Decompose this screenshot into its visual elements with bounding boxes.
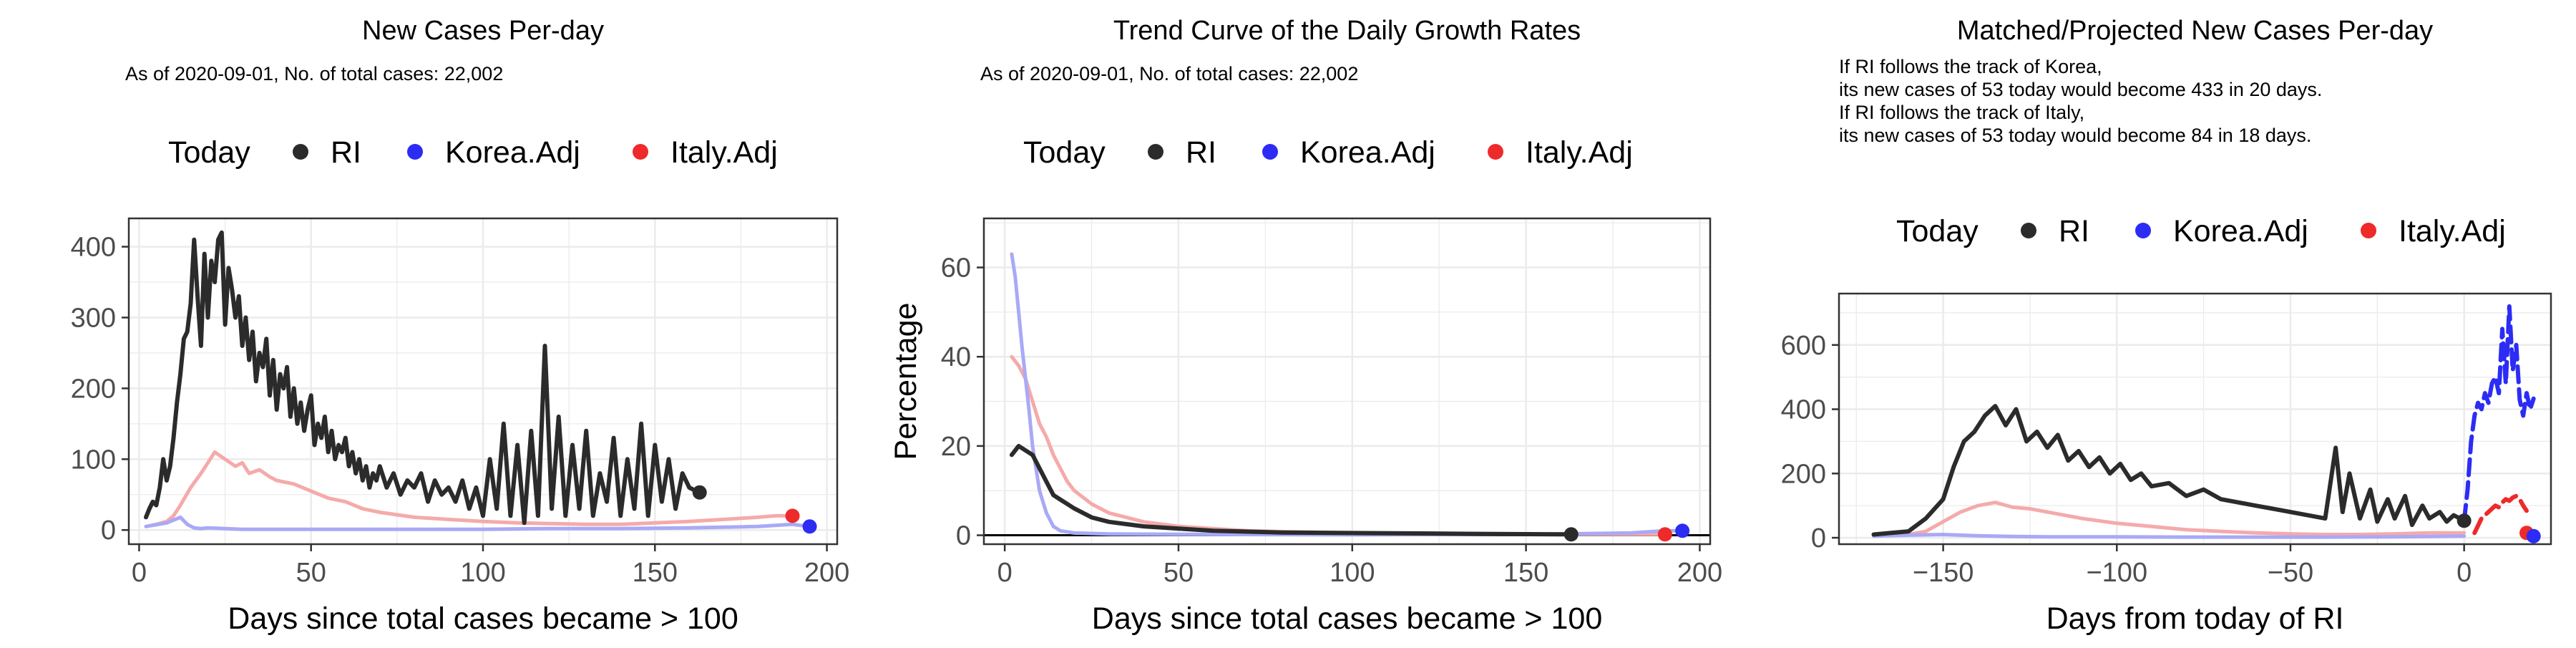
series-line-korea-adj-projection [2462,304,2536,523]
x-tick-label: 0 [2457,558,2472,588]
series-line-ri-main [144,230,702,526]
legend-dot-ri [293,144,308,160]
y-tick-label: 40 [941,342,971,372]
y-tick-label: 200 [71,374,116,404]
x-axis-label: Days from today of RI [2046,601,2344,636]
today-point-ri [1563,527,1579,542]
x-tick-label: 0 [132,558,147,588]
legend-dot-italy-adj [2361,223,2376,238]
x-tick-label: 150 [633,558,678,588]
today-point-korea-adj [2526,528,2541,543]
y-tick-label: 0 [1811,523,1826,553]
legend-dot-italy-adj [1488,144,1503,160]
y-tick-label: 0 [101,516,116,546]
chart-subtitle-line: If RI follows the track of Italy, [1839,102,2084,123]
chart-subtitle-line: If RI follows the track of Korea, [1839,56,2102,77]
chart-panel-1: New Cases Per-day As of 2020-09-01, No. o… [71,16,850,636]
legend-label: RI [2059,214,2089,248]
chart-title: Trend Curve of the Daily Growth Rates [1113,16,1581,46]
y-tick-label: 300 [71,303,116,333]
legend-dot-ri [2021,223,2036,238]
today-point-ri [692,485,707,500]
series-line-italy-adj-faded [144,450,794,528]
today-point-korea-adj [802,519,817,534]
x-tick-label: −50 [2268,558,2313,588]
y-tick-label: 60 [941,253,971,284]
today-point-ri [2457,513,2472,528]
legend-label: Italy.Adj [2399,214,2506,248]
legend-label: Italy.Adj [670,135,778,170]
legend-dot-korea-adj [2135,223,2151,238]
y-tick-label: 200 [1781,459,1826,489]
y-axis-label: Percentage [889,303,923,460]
chart-title: New Cases Per-day [362,16,604,46]
plot-area [1839,294,2551,544]
x-axis-label: Days since total cases became > 100 [1092,601,1602,636]
chart-subtitle-line: its new cases of 53 today would become 8… [1839,125,2311,146]
x-tick-label: 50 [1163,558,1194,588]
chart-title: Matched/Projected New Cases Per-day [1957,16,2433,46]
legend-label: RI [331,135,361,170]
chart-subtitle-line: its new cases of 53 today would become 4… [1839,79,2322,100]
series-line-italy-adj-faded [1872,500,2467,538]
y-tick-label: 100 [71,445,116,475]
legend-title: Today [1896,214,1979,248]
x-axis-label: Days since total cases became > 100 [228,601,738,636]
panel-border [982,217,1712,546]
legend-label: Italy.Adj [1526,135,1633,170]
legend-title: Today [1023,135,1106,170]
y-tick-label: 0 [956,521,971,551]
legend-label: Korea.Adj [1300,135,1435,170]
today-point-korea-adj [1675,523,1690,538]
legend-label: Korea.Adj [2173,214,2308,248]
y-tick-label: 600 [1781,331,1826,361]
x-tick-label: −100 [2086,558,2147,588]
x-tick-label: 50 [296,558,326,588]
panel-border [1838,292,2552,546]
chart-subtitle: As of 2020-09-01, No. of total cases: 22… [980,63,1358,84]
legend-title: Today [168,135,250,170]
x-tick-label: 150 [1503,558,1548,588]
y-tick-label: 20 [941,432,971,462]
x-tick-label: 0 [997,558,1013,588]
chart-subtitle: As of 2020-09-01, No. of total cases: 22… [125,63,503,84]
legend-dot-italy-adj [633,144,648,160]
series-line-korea-adj-faded [1872,533,2467,539]
x-tick-label: 100 [460,558,505,588]
plot-area [984,218,1710,544]
legend-dot-korea-adj [1262,144,1278,160]
today-point-italy-adj [785,508,800,523]
legend-label: RI [1186,135,1216,170]
chart-panel-3: Matched/Projected New Cases Per-day If RI… [1781,16,2552,636]
chart-panel-2: Trend Curve of the Daily Growth Rates As … [889,16,1722,636]
legend-dot-ri [1148,144,1163,160]
x-tick-label: −150 [1913,558,1974,588]
today-point-italy-adj [1657,527,1672,542]
series-line-italy-adj-projection [2472,493,2529,536]
series-line-ri-main [1871,404,2467,537]
x-tick-label: 200 [1677,558,1722,588]
x-tick-label: 100 [1330,558,1375,588]
x-tick-label: 200 [804,558,849,588]
y-tick-label: 400 [71,233,116,263]
series-line-ri-main [1009,443,1574,537]
y-tick-label: 400 [1781,395,1826,425]
legend-dot-korea-adj [407,144,423,160]
legend-label: Korea.Adj [445,135,580,170]
series-line-korea-adj-faded [144,515,812,531]
